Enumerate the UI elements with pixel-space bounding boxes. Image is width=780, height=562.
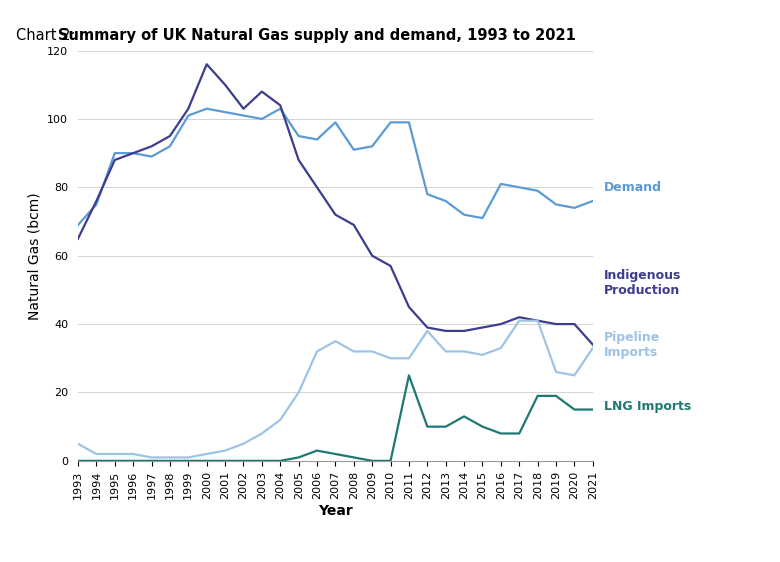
X-axis label: Year: Year xyxy=(318,505,353,519)
Text: Pipeline
Imports: Pipeline Imports xyxy=(604,330,660,359)
Text: LNG Imports: LNG Imports xyxy=(604,400,691,413)
Text: Demand: Demand xyxy=(604,181,662,194)
Text: Indigenous
Production: Indigenous Production xyxy=(604,269,681,297)
Text: Chart 2:: Chart 2: xyxy=(16,28,84,43)
Y-axis label: Natural Gas (bcm): Natural Gas (bcm) xyxy=(27,192,41,320)
Text: Summary of UK Natural Gas supply and demand, 1993 to 2021: Summary of UK Natural Gas supply and dem… xyxy=(58,28,576,43)
